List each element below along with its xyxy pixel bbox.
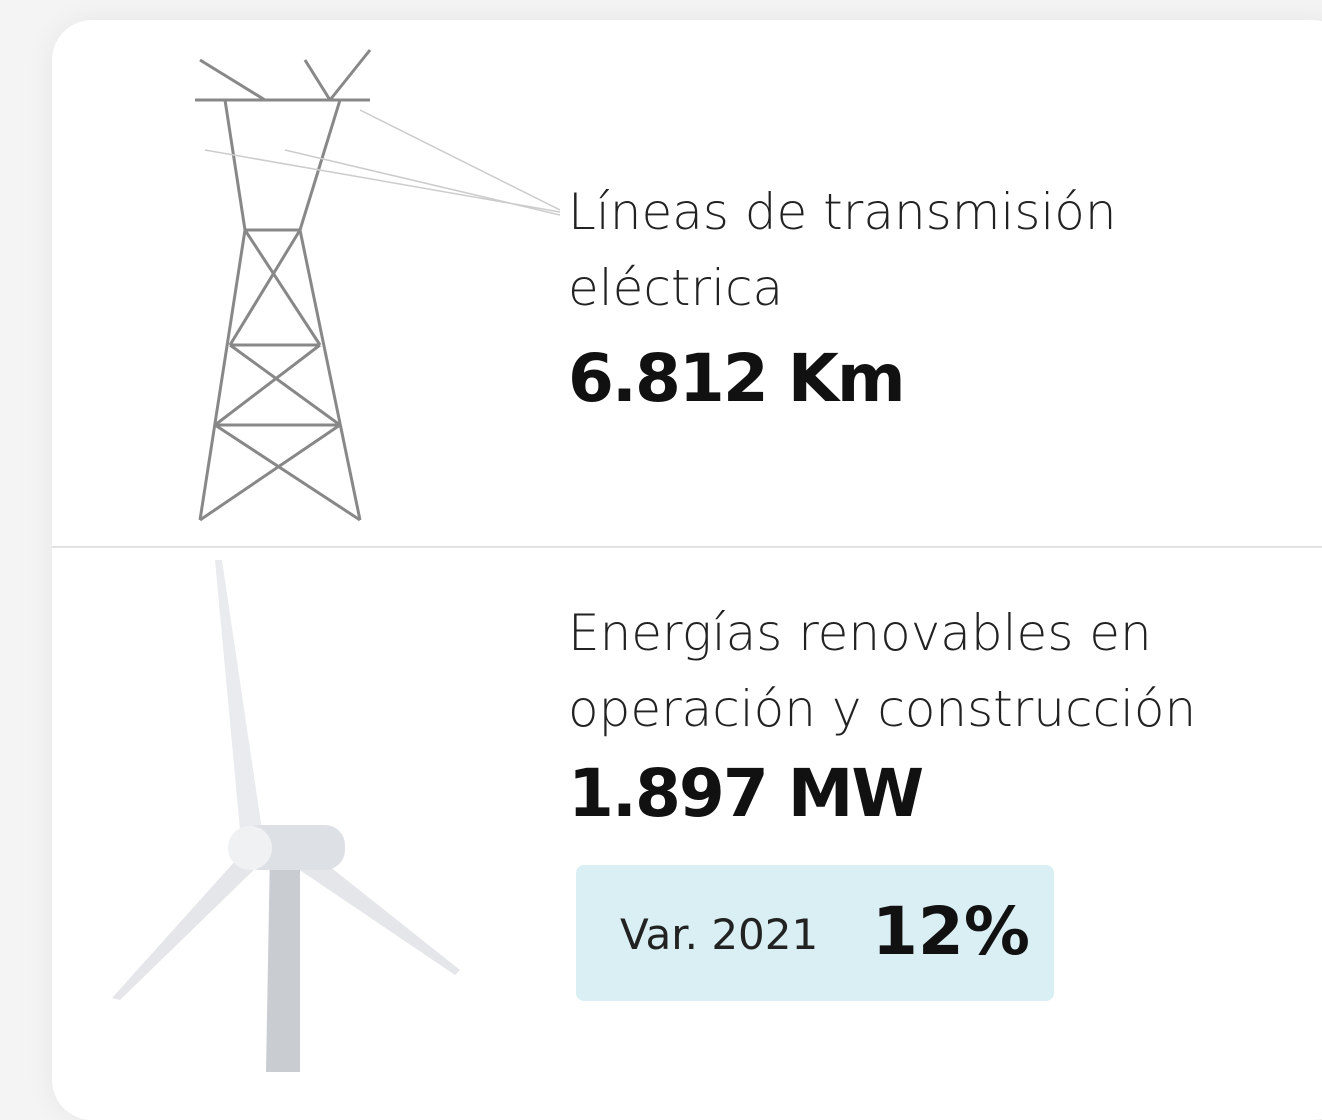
- illustrations: [112, 49, 560, 1072]
- label-line: Energías renovables en: [568, 604, 1152, 662]
- item-value: 6.812 Km: [568, 340, 906, 417]
- label-line: eléctrica: [568, 259, 784, 317]
- page: Líneas de transmisión eléctrica 6.812 Km …: [52, 20, 1322, 1120]
- item-value: 1.897 MW: [568, 755, 924, 832]
- label-line: Líneas de transmisión: [568, 183, 1117, 241]
- item-label: Energías renovables en operación y constr…: [568, 595, 1196, 747]
- badge-value: 12%: [872, 893, 1030, 970]
- label-line: operación y construcción: [568, 680, 1197, 738]
- tower: [195, 49, 560, 522]
- separator: [52, 546, 1322, 548]
- variation-badge: Var. 2021 12%: [576, 865, 1054, 1001]
- item-label: Líneas de transmisión eléctrica: [568, 174, 1117, 326]
- wind-turbine: [112, 560, 460, 1072]
- badge-label: Var. 2021: [620, 910, 819, 959]
